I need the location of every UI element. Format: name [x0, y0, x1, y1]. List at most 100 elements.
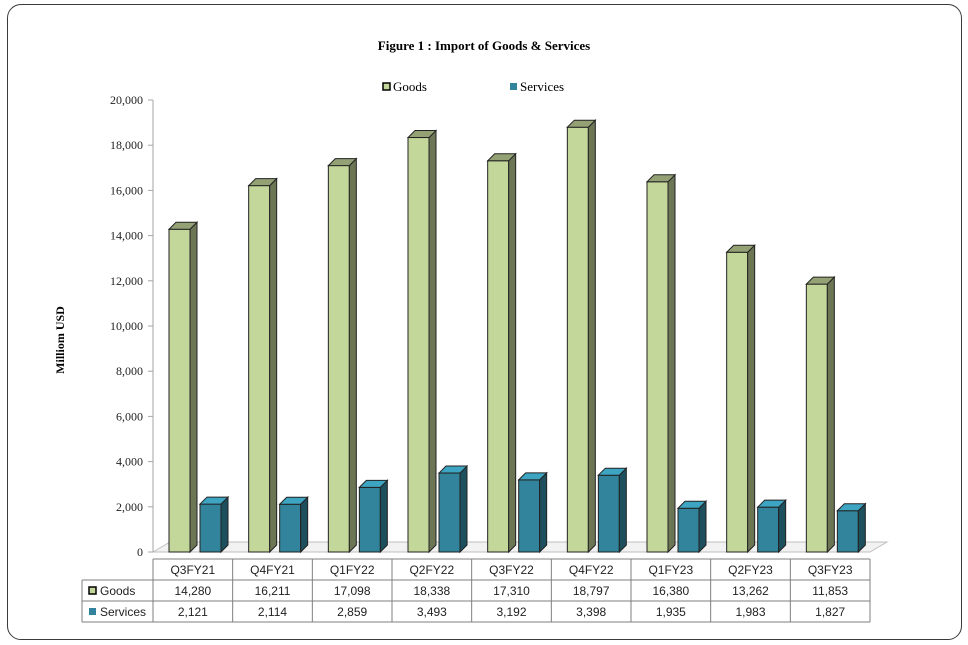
- bar-top: [676, 500, 708, 509]
- bar-side: [618, 466, 627, 554]
- table-cell-goods: 14,280: [174, 584, 211, 598]
- bar-top: [597, 467, 628, 476]
- bar-services-Q4FY22: [597, 466, 628, 554]
- y-tick-label: 6,000: [116, 409, 143, 423]
- x-tick-label: Q2FY23: [728, 563, 773, 577]
- bar-top: [406, 130, 438, 139]
- y-tick-label: 2,000: [116, 500, 143, 514]
- bar-side: [189, 221, 198, 554]
- bar-top: [566, 119, 597, 128]
- x-tick-label: Q4FY21: [250, 563, 295, 577]
- x-tick-label: Q2FY22: [409, 563, 454, 577]
- bar-top: [645, 174, 677, 183]
- y-tick-label: 14,000: [110, 229, 143, 243]
- chart-frame: [7, 4, 962, 640]
- bar-front: [836, 510, 859, 553]
- bar-services-Q3FY22: [517, 471, 548, 554]
- table-cell-goods: 16,380: [652, 584, 689, 598]
- table-cell-services: 3,192: [496, 605, 526, 619]
- legend-services-swatch: [510, 83, 517, 90]
- x-tick-label: Q1FY23: [648, 563, 693, 577]
- table-cell-goods: 17,098: [334, 584, 371, 598]
- bar-top: [358, 479, 389, 488]
- table-cell-goods: 11,853: [812, 584, 848, 598]
- y-axis-label: Milliom USD: [53, 306, 67, 374]
- bar-top: [725, 244, 756, 253]
- bar-services-Q2FY22: [437, 464, 469, 554]
- table-cell-services: 3,398: [576, 605, 606, 619]
- bar-front: [248, 185, 271, 553]
- bar-top: [517, 472, 548, 481]
- x-tick-label: Q3FY22: [489, 563, 534, 577]
- bar-front: [407, 137, 430, 553]
- bar-side: [220, 495, 229, 554]
- bar-side: [508, 152, 517, 554]
- bar-services-Q3FY23: [836, 502, 867, 554]
- bar-top: [278, 496, 309, 505]
- table-cell-goods: 18,797: [573, 584, 610, 598]
- bar-front: [597, 474, 620, 553]
- bar-top: [805, 276, 836, 285]
- bar-front: [487, 160, 510, 553]
- bar-goods-Q1FY22: [327, 157, 358, 554]
- bar-side: [539, 471, 548, 554]
- bar-services-Q3FY21: [198, 495, 230, 554]
- bar-front: [279, 503, 302, 553]
- x-tick-label: Q1FY22: [330, 563, 375, 577]
- table-cell-services: 2,114: [258, 605, 287, 619]
- table-cell-goods: 18,338: [413, 584, 450, 598]
- bar-front: [677, 507, 700, 553]
- bar-services-Q2FY23: [756, 498, 787, 554]
- bar-front: [757, 506, 780, 553]
- bar-side: [269, 177, 278, 554]
- bar-side: [300, 496, 309, 554]
- bar-front: [566, 126, 589, 553]
- table-cell-services: 1,935: [656, 605, 686, 619]
- table-cell-services: 1,827: [815, 605, 845, 619]
- bar-goods-Q3FY22: [486, 152, 517, 554]
- x-tick-label: Q3FY21: [170, 563, 215, 577]
- table-cell-services: 3,493: [417, 605, 447, 619]
- x-tick-label: Q3FY23: [808, 563, 853, 577]
- bar-goods-Q2FY22: [406, 129, 438, 554]
- bar-front: [518, 479, 541, 553]
- y-tick-label: 20,000: [110, 93, 143, 107]
- bar-side: [379, 479, 388, 554]
- x-tick-label: Q4FY22: [569, 563, 614, 577]
- bar-side: [778, 498, 787, 554]
- bar-front: [726, 251, 749, 553]
- y-tick-label: 10,000: [110, 319, 143, 333]
- bar-top: [247, 178, 278, 187]
- bar-goods-Q3FY23: [805, 275, 836, 554]
- table-cell-services: 1,983: [735, 605, 765, 619]
- table-row-header-services: Services: [100, 605, 146, 619]
- y-tick-label: 16,000: [110, 183, 143, 197]
- bar-top: [486, 153, 517, 162]
- bar-goods-Q2FY23: [725, 244, 756, 554]
- table-cell-goods: 13,262: [732, 584, 769, 598]
- bar-goods-Q4FY22: [566, 118, 597, 554]
- chart-title: Figure 1 : Import of Goods & Services: [378, 38, 590, 53]
- table-key-goods: [88, 586, 97, 595]
- bar-side: [698, 500, 707, 554]
- bar-front: [438, 472, 461, 553]
- bar-front: [168, 228, 191, 553]
- table-cell-services: 2,859: [337, 605, 367, 619]
- bar-top: [437, 465, 469, 474]
- bar-top: [756, 499, 787, 508]
- bar-side: [459, 464, 468, 554]
- y-tick-label: 0: [137, 545, 143, 559]
- bar-top: [167, 221, 199, 230]
- y-tick-label: 4,000: [116, 455, 143, 469]
- bar-services-Q4FY21: [278, 496, 309, 554]
- table-cell-goods: 17,310: [493, 584, 530, 598]
- table-cell-goods: 16,211: [255, 584, 291, 598]
- bar-side: [587, 118, 596, 554]
- table-row-header-goods: Goods: [100, 584, 135, 598]
- bar-front: [805, 283, 828, 553]
- y-tick-label: 18,000: [110, 138, 143, 152]
- bar-side: [747, 244, 756, 554]
- bar-front: [646, 181, 669, 553]
- bar-top: [198, 496, 230, 505]
